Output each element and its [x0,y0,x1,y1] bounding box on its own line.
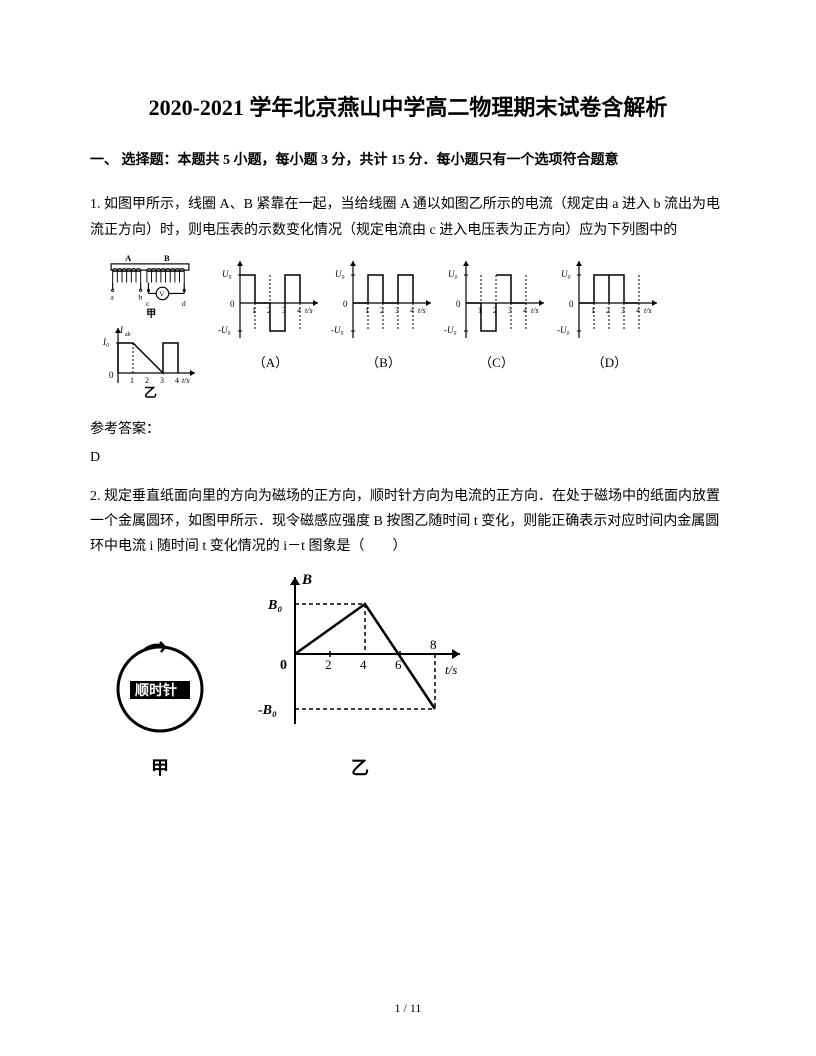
section-heading: 一、 选择题：本题共 5 小题，每小题 3 分，共计 15 分．每小题只有一个选… [90,150,726,172]
q2-circle-diagram: 顺时针 [110,639,210,739]
svg-text:2: 2 [267,306,271,315]
svg-text:3: 3 [508,306,512,315]
svg-text:1: 1 [478,306,482,315]
svg-text:顺时针: 顺时针 [135,682,177,699]
option-a-label: （A） [253,352,288,371]
svg-text:I: I [119,325,124,335]
svg-text:-B₀: -B₀ [258,703,277,718]
answer-label: 参考答案： [90,418,726,438]
svg-text:c: c [146,299,150,308]
svg-text:4: 4 [297,306,301,315]
svg-text:ab: ab [125,332,131,338]
svg-text:t/s: t/s [418,306,426,315]
coil-diagram: A B V a b c d 甲 [90,253,210,323]
page-number: 1 / 11 [0,1001,816,1016]
svg-text:B: B [301,572,312,588]
svg-text:3: 3 [395,306,399,315]
svg-text:3: 3 [621,306,625,315]
svg-text:U₀: U₀ [222,269,232,279]
svg-text:2: 2 [606,306,610,315]
q2-circle-caption: 甲 [151,754,169,780]
q1-answer: D [90,450,726,466]
svg-text:甲: 甲 [146,308,156,320]
svg-text:6: 6 [395,657,402,672]
svg-text:t/s: t/s [531,306,539,315]
svg-text:d: d [182,299,186,308]
svg-text:-U₀: -U₀ [218,325,231,335]
option-b-label: （B） [366,352,401,371]
svg-text:2: 2 [493,306,497,315]
svg-text:2: 2 [145,376,149,385]
svg-text:t/s: t/s [445,662,457,677]
svg-text:A: A [125,253,132,263]
svg-text:2: 2 [380,306,384,315]
svg-text:B: B [164,253,170,263]
svg-text:-U₀: -U₀ [557,325,570,335]
svg-text:b: b [138,292,142,301]
option-d-label: （D） [592,352,627,371]
svg-text:t/s: t/s [644,306,652,315]
svg-text:4: 4 [175,376,179,385]
svg-text:1: 1 [252,306,256,315]
svg-text:8: 8 [430,637,437,652]
svg-text:V: V [159,290,164,298]
svg-text:乙: 乙 [144,385,157,398]
svg-text:t/s: t/s [182,376,190,385]
option-c-graph: U₀ 0 -U₀ 1 2 3 4 t/s [444,253,549,348]
svg-text:a: a [110,292,114,301]
exam-title: 2020-2021 学年北京燕山中学高二物理期末试卷含解析 [90,90,726,122]
current-graph: I ab I₀ 0 1 2 3 4 t/s 乙 [100,323,200,398]
question-1-figures: A B V a b c d 甲 [90,253,726,398]
svg-text:4: 4 [410,306,414,315]
svg-text:t/s: t/s [305,306,313,315]
question-2-text: 2. 规定垂直纸面向里的方向为磁场的正方向，顺时针方向为电流的正方向．在处于磁场… [90,484,726,560]
svg-text:I₀: I₀ [102,337,109,347]
svg-text:3: 3 [282,306,286,315]
svg-text:0: 0 [280,658,287,673]
svg-text:U₀: U₀ [335,269,345,279]
svg-text:-U₀: -U₀ [331,325,344,335]
option-b-graph: U₀ 0 -U₀ 1 2 3 4 t/s [331,253,436,348]
svg-text:0: 0 [109,370,114,380]
svg-text:4: 4 [360,657,367,672]
svg-text:4: 4 [636,306,640,315]
svg-text:0: 0 [343,299,348,309]
option-c-label: （C） [479,352,514,371]
svg-text:U₀: U₀ [561,269,571,279]
svg-text:0: 0 [569,299,574,309]
option-a-graph: U₀ 0 -U₀ 1 2 3 4 t/s [218,253,323,348]
svg-text:0: 0 [230,299,235,309]
svg-text:3: 3 [160,376,164,385]
q2-b-graph: B B₀ 0 -B₀ t/s 2 4 6 8 [250,569,470,739]
question-2-figures: 顺时针 甲 B B₀ 0 -B₀ t/s 2 4 6 8 乙 [110,569,726,780]
svg-text:2: 2 [325,657,332,672]
option-d-graph: U₀ 0 -U₀ 1 2 3 4 t/s [557,253,662,348]
svg-text:B₀: B₀ [267,598,282,613]
svg-text:-U₀: -U₀ [444,325,457,335]
svg-text:1: 1 [130,376,134,385]
q2-graph-caption: 乙 [351,754,369,780]
svg-text:4: 4 [523,306,527,315]
question-1-text: 1. 如图甲所示，线圈 A、B 紧靠在一起，当给线圈 A 通以如图乙所示的电流（… [90,192,726,242]
svg-text:1: 1 [365,306,369,315]
svg-text:0: 0 [456,299,461,309]
svg-text:U₀: U₀ [448,269,458,279]
svg-text:1: 1 [591,306,595,315]
